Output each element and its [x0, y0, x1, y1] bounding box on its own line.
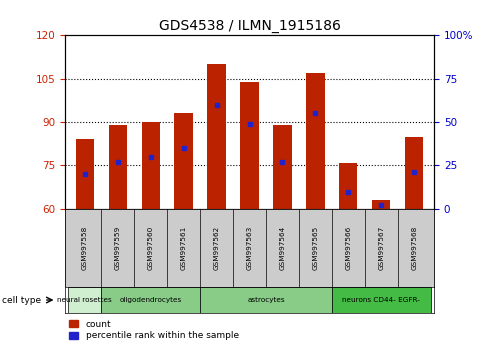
- Text: GSM997565: GSM997565: [312, 226, 318, 270]
- Text: GSM997560: GSM997560: [148, 226, 154, 270]
- Text: GSM997564: GSM997564: [279, 226, 285, 270]
- Bar: [101, 287, 200, 313]
- Bar: [175, 113, 193, 209]
- Text: GSM997568: GSM997568: [411, 226, 417, 270]
- Bar: [273, 125, 291, 209]
- Text: GSM997562: GSM997562: [214, 226, 220, 270]
- Bar: [68, 287, 101, 313]
- Text: neural rosettes: neural rosettes: [57, 297, 112, 303]
- Legend: count, percentile rank within the sample: count, percentile rank within the sample: [69, 320, 239, 340]
- Bar: [405, 137, 424, 209]
- Bar: [372, 200, 390, 209]
- Text: astrocytes: astrocytes: [247, 297, 285, 303]
- Bar: [208, 64, 226, 209]
- Title: GDS4538 / ILMN_1915186: GDS4538 / ILMN_1915186: [159, 19, 340, 33]
- Bar: [339, 162, 357, 209]
- Bar: [142, 122, 160, 209]
- Text: GSM997558: GSM997558: [82, 226, 88, 270]
- Text: GSM997566: GSM997566: [345, 226, 351, 270]
- Text: GSM997567: GSM997567: [378, 226, 384, 270]
- Text: GSM997563: GSM997563: [247, 226, 252, 270]
- Text: oligodendrocytes: oligodendrocytes: [119, 297, 182, 303]
- Text: neurons CD44- EGFR-: neurons CD44- EGFR-: [342, 297, 420, 303]
- Text: cell type: cell type: [2, 296, 41, 304]
- Bar: [241, 82, 258, 209]
- Text: GSM997559: GSM997559: [115, 226, 121, 270]
- Bar: [332, 287, 431, 313]
- Bar: [200, 287, 332, 313]
- Bar: [109, 125, 127, 209]
- Bar: [75, 139, 94, 209]
- Text: GSM997561: GSM997561: [181, 226, 187, 270]
- Bar: [306, 73, 324, 209]
